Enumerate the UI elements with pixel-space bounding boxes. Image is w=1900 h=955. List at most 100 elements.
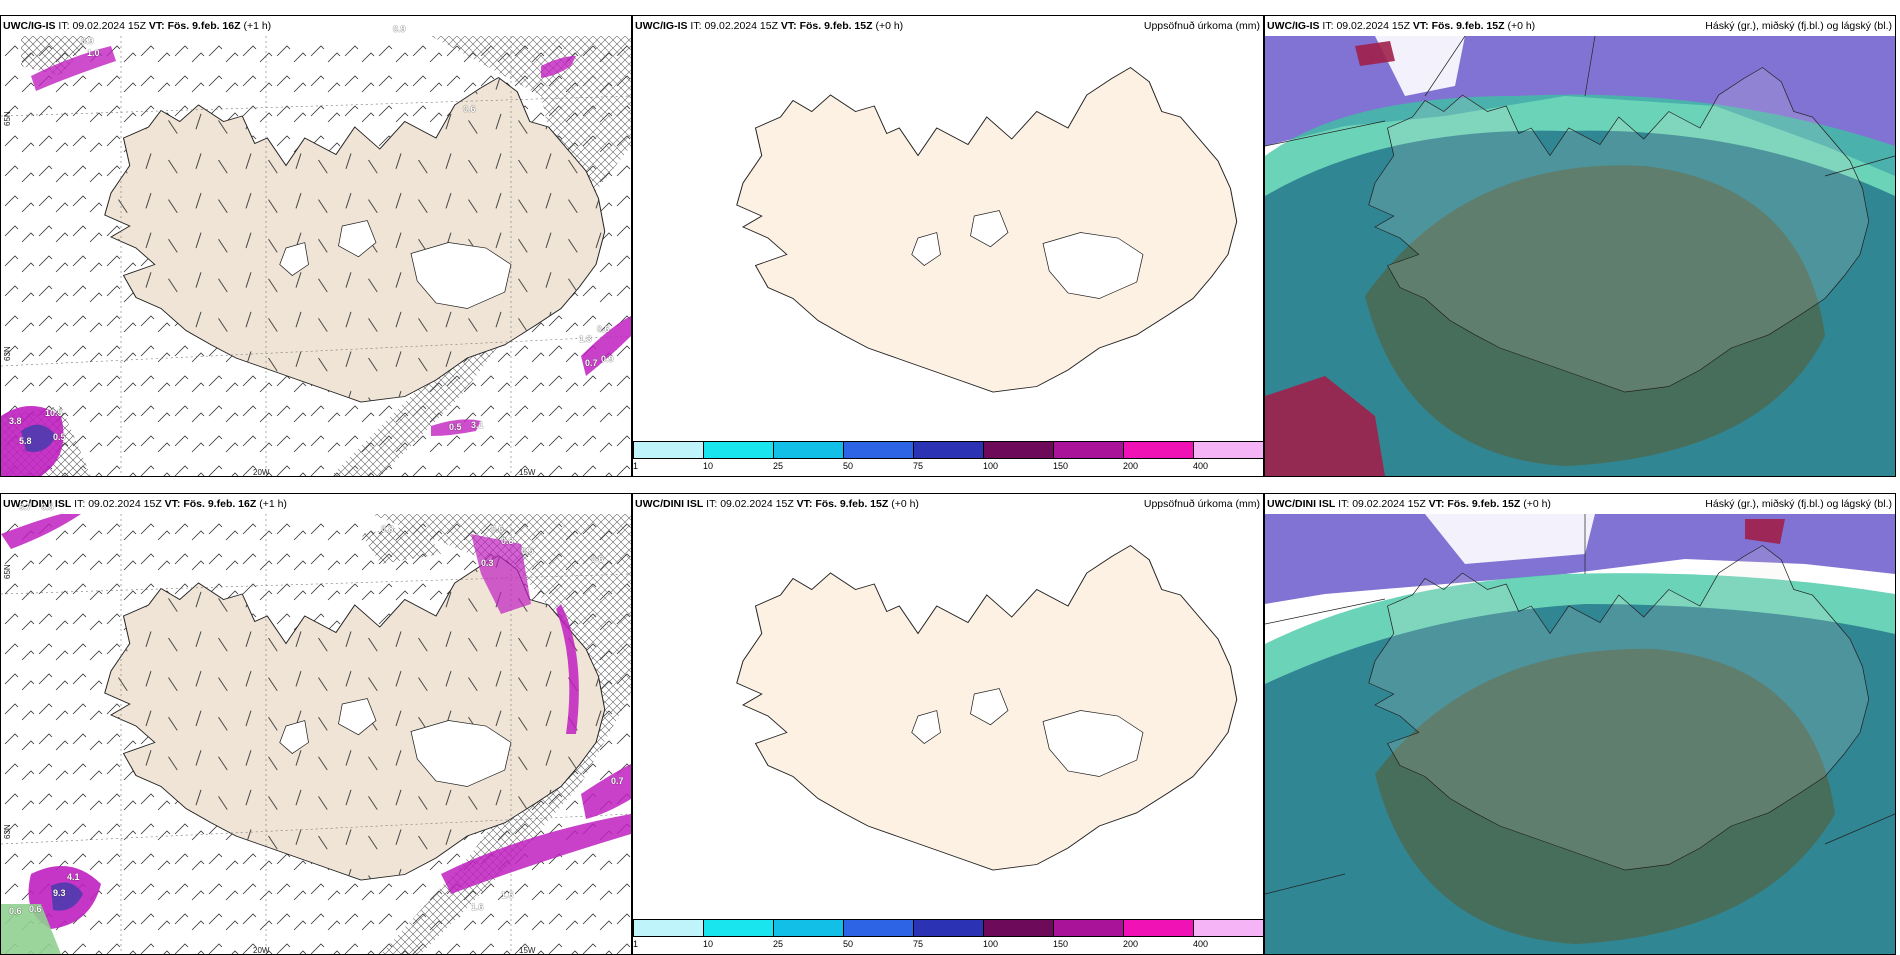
colorbar-label: 75 xyxy=(913,461,924,471)
wind-value-label: 1.6 xyxy=(501,890,514,900)
lon-label: 20W xyxy=(253,946,270,955)
lead-time: (+0 h) xyxy=(1507,20,1536,32)
precip-colorbar: 1 10 25 50 75 100 150 200 400 xyxy=(633,441,1263,476)
colorbar-label: 10 xyxy=(703,461,714,471)
vt-label: VT: xyxy=(164,498,181,510)
cloud-map xyxy=(1265,36,1895,476)
wind-value-label: 0.9 xyxy=(601,354,614,364)
colorbar-segment xyxy=(633,919,704,937)
colorbar-segment xyxy=(913,441,984,459)
colorbar-segment xyxy=(983,919,1054,937)
wind-value-label: 0.9 xyxy=(81,36,94,46)
vt-value: Fös. 9.feb. 15Z xyxy=(1431,20,1505,32)
model-name: UWC/IG-IS xyxy=(1267,20,1320,32)
colorbar-segment xyxy=(773,441,844,459)
colorbar-label: 200 xyxy=(1123,939,1139,949)
wind-value-label: 1.0 xyxy=(87,48,100,58)
wind-value-label: 1.6 xyxy=(471,902,484,912)
wind-map xyxy=(1,514,631,954)
model-name: UWC/IG-IS xyxy=(635,20,688,32)
wind-value-label: 0.6 xyxy=(491,524,504,534)
vt-label: VT: xyxy=(780,20,797,32)
wind-map-panel[interactable]: UWC/DINI ISL IT: 09.02.2024 15Z VT: Fös.… xyxy=(0,493,632,955)
colorbar-label: 1 xyxy=(633,461,639,471)
colorbar-label: 1 xyxy=(633,939,639,949)
colorbar-label: 200 xyxy=(1123,461,1139,471)
wind-value-label: 9.3 xyxy=(53,888,66,898)
wind-value-label: 0.6 xyxy=(29,904,42,914)
panel-title: UWC/IG-IS IT: 09.02.2024 15Z VT: Fös. 9.… xyxy=(1265,16,1895,36)
wind-value-label: 0.6 xyxy=(9,906,22,916)
panel-title: UWC/IG-IS IT: 09.02.2024 15Z VT: Fös. 9.… xyxy=(1,16,631,36)
it-value: 09.02.2024 15Z xyxy=(72,20,146,32)
precip-map xyxy=(633,514,1263,954)
colorbar-segment xyxy=(773,919,844,937)
colorbar-segment xyxy=(983,441,1054,459)
precip-map xyxy=(633,36,1263,476)
colorbar-label: 100 xyxy=(983,461,999,471)
colorbar-label: 75 xyxy=(913,939,924,949)
lead-time: (+1 h) xyxy=(259,498,287,510)
it-label: IT: xyxy=(1322,20,1334,32)
field-title: Háský (gr.), miðský (fj.bl.) og lágský (… xyxy=(1705,498,1892,510)
colorbar-segment xyxy=(1123,919,1194,937)
panel-title: UWC/DINI ISL IT: 09.02.2024 15Z VT: Fös.… xyxy=(633,494,1263,514)
vt-label: VT: xyxy=(1412,20,1429,32)
colorbar-segment xyxy=(1123,441,1194,459)
panel-title: UWC/DINI ISL IT: 09.02.2024 15Z VT: Fös.… xyxy=(1265,494,1895,514)
wind-value-label: 0.5 xyxy=(521,546,534,556)
cloud-map-panel[interactable]: UWC/IG-IS IT: 09.02.2024 15Z VT: Fös. 9.… xyxy=(1264,15,1896,477)
precip-map-panel[interactable]: UWC/DINI ISL IT: 09.02.2024 15Z VT: Fös.… xyxy=(632,493,1264,955)
colorbar-label: 100 xyxy=(983,939,999,949)
it-label: IT: xyxy=(706,498,718,510)
it-label: IT: xyxy=(58,20,70,32)
model-name: UWC/DINI ISL xyxy=(1267,498,1336,510)
colorbar-label: 150 xyxy=(1053,939,1069,949)
vt-label: VT: xyxy=(796,498,813,510)
precip-map-panel[interactable]: UWC/IG-IS IT: 09.02.2024 15Z VT: Fös. 9.… xyxy=(632,15,1264,477)
wind-value-label: 0.9 xyxy=(393,24,406,34)
wind-value-label: 0.8 xyxy=(501,536,514,546)
model-name: UWC/DINI ISL xyxy=(3,498,72,510)
colorbar-label: 400 xyxy=(1193,461,1209,471)
model-name: UWC/DINI ISL xyxy=(635,498,704,510)
it-label: IT: xyxy=(74,498,86,510)
wind-value-label: 0.7 xyxy=(611,776,624,786)
wind-value-label: 0.5 xyxy=(449,422,462,432)
it-value: 09.02.2024 15Z xyxy=(1336,20,1410,32)
colorbar-segment xyxy=(913,919,984,937)
colorbar-segment xyxy=(1193,919,1263,937)
wind-map-panel[interactable]: UWC/IG-IS IT: 09.02.2024 15Z VT: Fös. 9.… xyxy=(0,15,632,477)
it-label: IT: xyxy=(1338,498,1350,510)
lead-time: (+0 h) xyxy=(891,498,919,510)
wind-value-label: 0.7 xyxy=(19,502,32,512)
it-value: 09.02.2024 15Z xyxy=(720,498,794,510)
vt-label: VT: xyxy=(148,20,165,32)
panel-title: UWC/DINI ISL IT: 09.02.2024 15Z VT: Fös.… xyxy=(1,494,631,514)
panel-title: UWC/IG-IS IT: 09.02.2024 15Z VT: Fös. 9.… xyxy=(633,16,1263,36)
lon-label: 15W xyxy=(519,946,536,955)
wind-value-label: 0.8 xyxy=(381,524,394,534)
vt-label: VT: xyxy=(1428,498,1445,510)
wind-value-label: 5.8 xyxy=(19,436,32,446)
wind-value-label: 3.1 xyxy=(471,420,484,430)
precip-colorbar: 1 10 25 50 75 100 150 200 400 xyxy=(633,919,1263,954)
vt-value: Fös. 9.feb. 16Z xyxy=(183,498,257,510)
wind-value-label: 0.6 xyxy=(463,104,476,114)
field-title: Uppsöfnuð úrkoma (mm) xyxy=(1143,498,1260,510)
colorbar-segment xyxy=(703,919,774,937)
wind-value-label: 4.1 xyxy=(67,872,80,882)
cloud-map-panel[interactable]: UWC/DINI ISL IT: 09.02.2024 15Z VT: Fös.… xyxy=(1264,493,1896,955)
vt-value: Fös. 9.feb. 16Z xyxy=(167,20,241,32)
field-title: Háský (gr.), miðský (fj.bl.) og lágský (… xyxy=(1705,20,1892,32)
lon-label: 20W xyxy=(253,468,270,477)
wind-value-label: 0.5 xyxy=(53,432,66,442)
wind-value-label: 1.3 xyxy=(579,334,592,344)
colorbar-segment xyxy=(843,919,914,937)
colorbar-segment xyxy=(1193,441,1263,459)
field-title: Uppsöfnuð úrkoma (mm) xyxy=(1143,20,1260,32)
lat-label: 63N xyxy=(3,824,12,839)
vt-value: Fös. 9.feb. 15Z xyxy=(815,498,889,510)
wind-value-label: 10.5 xyxy=(45,408,63,418)
colorbar-segment xyxy=(1053,919,1124,937)
